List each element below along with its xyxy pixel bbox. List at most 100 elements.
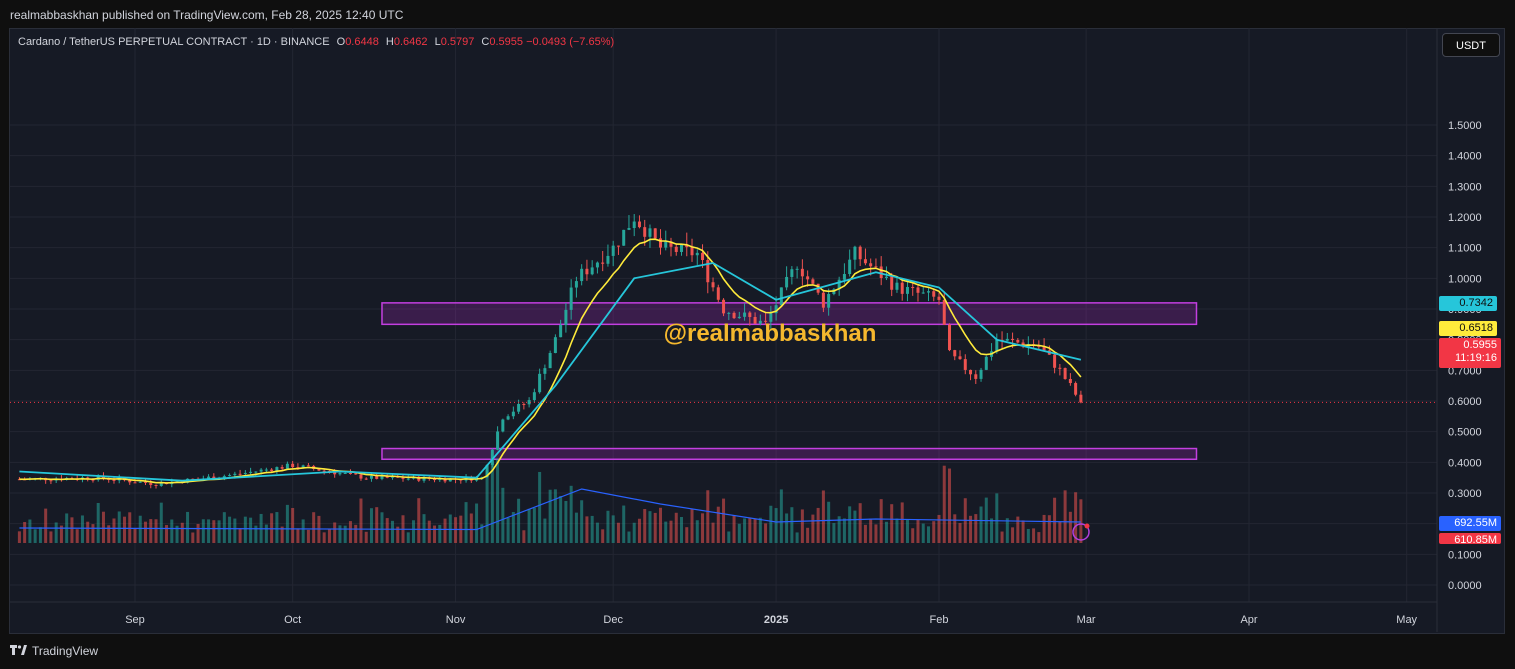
price-zone bbox=[381, 302, 1198, 326]
candle-body bbox=[595, 262, 599, 268]
volume-bar bbox=[884, 521, 888, 543]
volume-bar bbox=[54, 522, 58, 543]
candle-body bbox=[1042, 346, 1046, 351]
y-tick-label: 1.5000 bbox=[1448, 120, 1482, 132]
volume-bar bbox=[979, 506, 983, 543]
volume-bar bbox=[932, 521, 936, 543]
volume-bar bbox=[995, 493, 999, 543]
candle-body bbox=[401, 477, 405, 479]
volume-bar bbox=[606, 510, 610, 543]
volume-bar bbox=[464, 502, 468, 543]
candle-body bbox=[853, 246, 857, 260]
volume-bar bbox=[664, 521, 668, 543]
candle-body bbox=[133, 482, 137, 484]
footer: TradingView bbox=[10, 644, 98, 658]
volume-bar bbox=[138, 515, 142, 543]
candle-body bbox=[942, 299, 946, 325]
candle-body bbox=[285, 463, 289, 469]
volume-bar bbox=[574, 512, 578, 543]
ema-slow-line bbox=[19, 262, 1082, 482]
candle-body bbox=[737, 316, 741, 319]
volume-bar bbox=[559, 495, 563, 543]
candle-body bbox=[212, 476, 216, 480]
volume-bar bbox=[790, 507, 794, 543]
volume-bar bbox=[1016, 516, 1020, 543]
volume-bar bbox=[690, 508, 694, 543]
volume-bar bbox=[228, 516, 232, 543]
candle-body bbox=[390, 476, 394, 478]
volume-bar bbox=[553, 489, 557, 543]
y-tick-label: 0.4000 bbox=[1448, 457, 1482, 469]
candle-body bbox=[732, 312, 736, 319]
candle-body bbox=[869, 263, 873, 267]
volume-bar bbox=[454, 517, 458, 543]
footer-brand[interactable]: TradingView bbox=[32, 644, 99, 658]
volume-bar bbox=[701, 513, 705, 543]
volume-bar bbox=[180, 522, 184, 543]
candle-body bbox=[648, 228, 652, 237]
candle-body bbox=[842, 274, 846, 280]
volume-bar bbox=[711, 522, 715, 543]
candle-body bbox=[758, 320, 762, 324]
volume-bar bbox=[643, 509, 647, 543]
candle-body bbox=[701, 252, 705, 261]
candle-body bbox=[879, 266, 883, 279]
volume-bar bbox=[685, 527, 689, 543]
candle-body bbox=[553, 337, 557, 354]
candle-body bbox=[916, 287, 920, 293]
volume-bar bbox=[716, 506, 720, 543]
candle-body bbox=[974, 374, 978, 379]
candle-body bbox=[364, 478, 368, 480]
volume-bar bbox=[785, 513, 789, 543]
volume-bar bbox=[795, 532, 799, 543]
candle-body bbox=[643, 227, 647, 237]
candle-body bbox=[884, 276, 888, 279]
volume-bar bbox=[580, 500, 584, 543]
volume-bar bbox=[406, 532, 410, 543]
candle-body bbox=[606, 255, 610, 264]
volume-bar bbox=[1011, 527, 1015, 543]
volume-bar bbox=[364, 531, 368, 543]
candle-body bbox=[532, 392, 536, 401]
candle-body bbox=[716, 287, 720, 300]
candle-body bbox=[969, 369, 973, 375]
volume-bar bbox=[637, 518, 641, 543]
volume-bar bbox=[590, 515, 594, 543]
candle-body bbox=[895, 282, 899, 290]
volume-bar bbox=[385, 518, 389, 543]
volume-ma-badge: 692.55M bbox=[1439, 516, 1501, 531]
volume-bar bbox=[532, 507, 536, 543]
y-tick-label: 1.2000 bbox=[1448, 212, 1482, 224]
tradingview-logo-icon[interactable] bbox=[10, 644, 28, 658]
candle-body bbox=[900, 282, 904, 294]
y-tick-label: 0.5000 bbox=[1448, 427, 1482, 439]
volume-bar bbox=[953, 514, 957, 543]
volume-bar bbox=[112, 518, 116, 543]
candle-body bbox=[711, 282, 715, 288]
candle-body bbox=[548, 353, 552, 369]
candle-body bbox=[138, 481, 142, 483]
symbol-name[interactable]: Cardano / TetherUS PERPETUAL CONTRACT · … bbox=[18, 36, 330, 48]
price-zone bbox=[381, 447, 1198, 461]
candle-body bbox=[706, 260, 710, 283]
volume-bar bbox=[264, 524, 268, 543]
volume-bar bbox=[800, 509, 804, 543]
volume-bar bbox=[390, 520, 394, 543]
candle-body bbox=[517, 404, 521, 412]
volume-bar bbox=[243, 516, 247, 543]
candle-body bbox=[984, 356, 988, 370]
y-tick-label: 0.0000 bbox=[1448, 580, 1482, 592]
candle-body bbox=[433, 478, 437, 481]
grid-lines bbox=[10, 28, 1437, 602]
candle-body bbox=[506, 416, 510, 420]
volume-bar bbox=[958, 523, 962, 543]
volume-bar bbox=[375, 507, 379, 543]
currency-unit-button[interactable]: USDT bbox=[1442, 33, 1500, 57]
candle-body bbox=[259, 469, 263, 472]
candle-body bbox=[1016, 339, 1020, 343]
candle-body bbox=[585, 268, 589, 275]
candle-body bbox=[774, 305, 778, 314]
volume-bar bbox=[1053, 497, 1057, 543]
volume-bar bbox=[863, 524, 867, 543]
